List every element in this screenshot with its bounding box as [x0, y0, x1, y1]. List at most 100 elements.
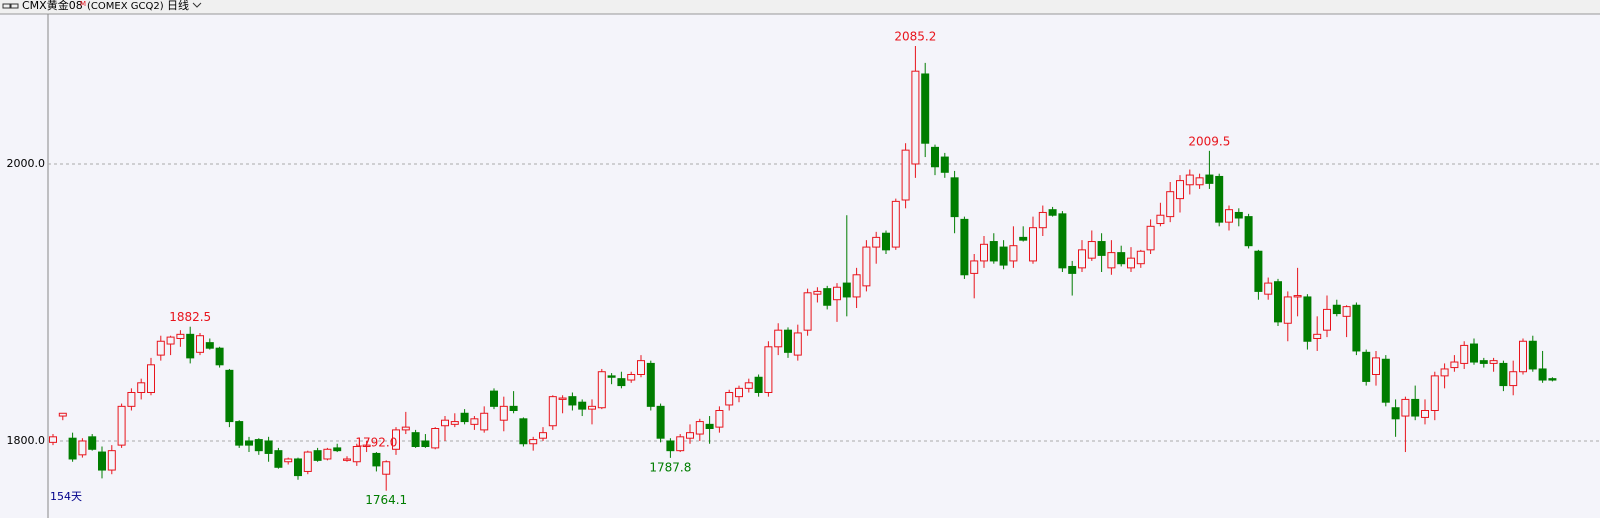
candle-body [362, 444, 371, 448]
candle-body [950, 177, 959, 218]
candle-body [196, 335, 204, 353]
candle-body [401, 426, 410, 431]
candle-body [352, 446, 361, 463]
candle-body [1038, 211, 1047, 229]
candle-body [156, 340, 165, 356]
candle-body [1342, 306, 1351, 317]
candle-body [568, 396, 577, 406]
candle-body [1421, 410, 1429, 418]
candle-body [1156, 214, 1165, 225]
candle-body [1411, 398, 1420, 417]
candle-body [931, 146, 939, 168]
candle-body [509, 405, 518, 412]
candle-body [548, 396, 557, 427]
candle-body [166, 336, 175, 345]
candle-body [1401, 398, 1410, 417]
candle-body [695, 421, 704, 435]
candle-body [225, 369, 234, 423]
candle-body [1185, 174, 1194, 186]
candle-body [813, 290, 822, 295]
candle-body [715, 410, 724, 428]
candle-body [411, 432, 420, 448]
extreme-label: 1882.5 [169, 310, 211, 324]
candle-body [480, 412, 489, 431]
candle-body [1293, 295, 1302, 298]
candle-body [1303, 296, 1312, 342]
candle-body [1058, 213, 1067, 269]
candle-body [205, 342, 214, 349]
candle-body [980, 243, 988, 262]
candle-body [1146, 225, 1155, 251]
candle-body [1274, 281, 1282, 323]
candle-body [1440, 368, 1449, 377]
candle-body [578, 401, 587, 410]
candle-body [1430, 375, 1439, 412]
candle-body [313, 450, 322, 461]
candle-body [490, 390, 498, 407]
candle-body [1519, 340, 1527, 373]
candle-body [254, 439, 263, 452]
period[interactable]: 日线 [167, 0, 189, 12]
candle-body [421, 440, 430, 448]
candle-body [1195, 177, 1204, 186]
candle-body [725, 391, 734, 406]
candle-body [1313, 333, 1322, 339]
candle-body [372, 452, 381, 467]
candle-body [49, 436, 57, 443]
candle-body [529, 439, 538, 445]
candle-body [676, 436, 685, 452]
candle-body [431, 428, 440, 449]
period-dropdown[interactable] [192, 2, 202, 8]
candle-body [470, 418, 479, 425]
candle-body [1528, 340, 1537, 370]
candle-body [235, 421, 244, 446]
candle-body [1460, 344, 1469, 364]
candle-body [98, 451, 106, 471]
candle-body [68, 437, 77, 460]
candle-body [784, 329, 792, 353]
candle-body [1117, 252, 1126, 265]
candle-body [940, 156, 949, 173]
candle-body [1009, 245, 1018, 262]
candle-body [1048, 209, 1057, 216]
candle-body [1127, 257, 1135, 269]
candle-body [323, 448, 332, 460]
candle-body [1029, 227, 1037, 262]
candle-body [284, 458, 293, 463]
candle-body [1068, 265, 1077, 274]
candle-body [1097, 241, 1106, 256]
candle-body [499, 405, 508, 421]
candle-body [1019, 236, 1028, 241]
candle-body [1362, 351, 1371, 382]
candle-body [1548, 378, 1557, 381]
candle-body [999, 246, 1008, 266]
candle-body [735, 387, 743, 398]
candle-body [793, 332, 802, 356]
candle-body [1166, 191, 1175, 218]
candle-body [1332, 304, 1341, 315]
candle-body [960, 218, 969, 276]
candle-body [989, 241, 998, 262]
candle-body [1087, 241, 1096, 259]
superscript: M [80, 0, 86, 8]
code: (COMEX GCQ2) [87, 1, 164, 12]
candle-body [294, 458, 302, 477]
days-label: 154天 [50, 490, 82, 503]
candle-body [862, 246, 871, 287]
extreme-label: 1792.0 [355, 436, 397, 450]
candle-body [1215, 175, 1224, 223]
candle-body [1225, 209, 1233, 223]
candle-body [215, 347, 224, 366]
candle-body [970, 260, 979, 274]
extreme-label: 1787.8 [649, 460, 691, 474]
candle-body [137, 382, 146, 393]
candle-body [637, 360, 645, 375]
candle-body [117, 405, 126, 446]
candle-body [1391, 407, 1400, 420]
candle-body [921, 73, 930, 144]
candle-body [1283, 296, 1292, 324]
candle-body [656, 405, 665, 439]
candle-body [666, 440, 675, 452]
candle-body [1372, 357, 1380, 375]
